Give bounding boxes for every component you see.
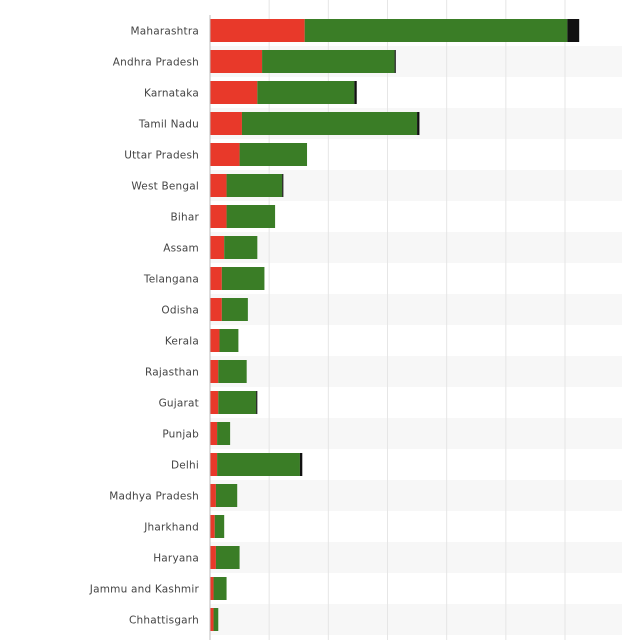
row-band	[210, 480, 622, 511]
bar-segment[interactable]	[213, 577, 227, 600]
bar-segment[interactable]	[213, 608, 219, 631]
bar-segment[interactable]	[304, 19, 568, 42]
category-label: West Bengal	[131, 181, 199, 193]
category-label: Chhattisgarh	[129, 615, 199, 627]
bar-segment[interactable]	[226, 205, 276, 228]
category-labels: Maharashtra Andhra Pradesh Karnataka Tamil …	[89, 26, 200, 627]
bar-segment[interactable]	[210, 484, 216, 507]
row-band	[210, 232, 622, 263]
bar-segment[interactable]	[210, 360, 219, 383]
bar-segment[interactable]	[218, 391, 257, 414]
bar-segment[interactable]	[241, 112, 418, 135]
bar-segment[interactable]	[210, 19, 305, 42]
bar-segment[interactable]	[567, 19, 580, 42]
category-label: Karnataka	[144, 88, 199, 100]
bar-segment[interactable]	[221, 267, 265, 290]
bar-segment[interactable]	[210, 50, 263, 73]
bar-segment[interactable]	[210, 298, 222, 321]
bar-segment[interactable]	[224, 236, 258, 259]
bar-segment[interactable]	[210, 112, 242, 135]
bar-segment[interactable]	[210, 453, 218, 476]
bar-segment[interactable]	[262, 50, 395, 73]
category-label: Uttar Pradesh	[124, 150, 199, 162]
bar-segment[interactable]	[210, 546, 216, 569]
category-label: Odisha	[161, 305, 199, 317]
bar-segment[interactable]	[210, 422, 218, 445]
category-label: Delhi	[171, 460, 199, 472]
bar-segment[interactable]	[214, 515, 225, 538]
bar-segment[interactable]	[394, 50, 396, 73]
bar-segment[interactable]	[299, 453, 303, 476]
bar-segment[interactable]	[417, 112, 420, 135]
bar-segment[interactable]	[215, 484, 238, 507]
gridlines	[268, 0, 566, 640]
bar-segment[interactable]	[210, 515, 215, 538]
category-label: Kerala	[165, 336, 199, 348]
bar-segment[interactable]	[210, 236, 225, 259]
category-label: Madhya Pradesh	[109, 491, 199, 503]
bar-segment[interactable]	[239, 143, 308, 166]
row-bands	[210, 46, 622, 635]
category-label: Maharashtra	[130, 26, 199, 38]
row-band	[210, 294, 622, 325]
bar-segment[interactable]	[226, 174, 283, 197]
row-band	[210, 542, 622, 573]
bar-segment[interactable]	[215, 546, 240, 569]
category-label: Gujarat	[159, 398, 199, 410]
category-label: Haryana	[153, 553, 199, 565]
bar-segment[interactable]	[210, 391, 219, 414]
bar-segment[interactable]	[218, 360, 247, 383]
category-label: Punjab	[162, 429, 199, 441]
category-label: Bihar	[170, 212, 199, 224]
bar-segment[interactable]	[210, 267, 222, 290]
bar-segment[interactable]	[210, 205, 227, 228]
bar-segment[interactable]	[221, 298, 248, 321]
category-label: Rajasthan	[145, 367, 199, 379]
bar-segment[interactable]	[282, 174, 284, 197]
bar-segment[interactable]	[219, 329, 239, 352]
row-band	[210, 356, 622, 387]
bars	[210, 19, 580, 631]
category-label: Telangana	[143, 274, 199, 286]
row-band	[210, 604, 622, 635]
category-label: Jammu and Kashmir	[89, 584, 200, 596]
bar-segment[interactable]	[210, 577, 214, 600]
row-band	[210, 418, 622, 449]
bar-segment[interactable]	[217, 453, 300, 476]
category-label: Assam	[163, 243, 199, 255]
category-label: Andhra Pradesh	[113, 57, 199, 69]
bar-segment[interactable]	[210, 81, 258, 104]
bar-segment[interactable]	[210, 143, 240, 166]
bar-segment[interactable]	[354, 81, 357, 104]
bar-segment[interactable]	[257, 81, 355, 104]
bar-segment[interactable]	[210, 174, 227, 197]
bar-segment[interactable]	[210, 329, 220, 352]
category-label: Tamil Nadu	[138, 119, 199, 131]
bar-segment[interactable]	[217, 422, 231, 445]
bar-segment[interactable]	[256, 391, 258, 414]
bar-segment[interactable]	[210, 608, 214, 631]
category-label: Jharkhand	[143, 522, 199, 534]
